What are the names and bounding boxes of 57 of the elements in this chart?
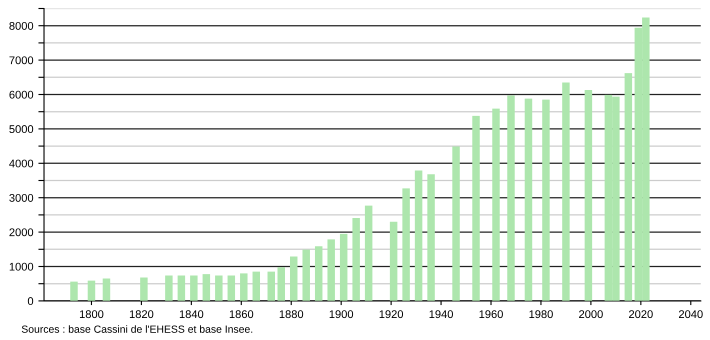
bar <box>252 272 260 301</box>
y-tick-label: 0 <box>28 297 34 306</box>
bar <box>624 73 632 301</box>
bar <box>327 239 335 301</box>
bar <box>102 278 110 301</box>
bar <box>70 282 78 301</box>
bar <box>492 108 500 301</box>
x-tick-label: 1820 <box>130 310 154 318</box>
bar <box>88 280 96 301</box>
bar <box>524 98 532 301</box>
x-tick-label: 1920 <box>380 310 404 318</box>
bar <box>414 170 422 301</box>
source-note: Sources : base Cassini de l'EHESS et base Insee. <box>22 325 252 333</box>
bar <box>390 222 398 301</box>
bar <box>302 250 310 301</box>
x-tick-label: 2020 <box>629 310 653 318</box>
bar <box>165 275 173 301</box>
y-tick-label: 2000 <box>9 228 34 236</box>
y-tick-label: 3000 <box>9 194 34 202</box>
bar <box>240 273 248 301</box>
bar <box>584 90 592 301</box>
x-tick-label: 1880 <box>280 310 304 318</box>
bar <box>562 82 570 301</box>
x-tick-label: 1960 <box>480 310 503 318</box>
bar <box>268 272 276 301</box>
x-tick-label: 2040 <box>678 310 703 318</box>
x-tick-label: 1980 <box>529 310 553 318</box>
y-tick-label: 6000 <box>9 90 34 99</box>
bar <box>352 218 360 301</box>
x-tick-label: 1900 <box>330 310 354 318</box>
x-tick-label: 1940 <box>430 310 453 318</box>
y-tick-label: 8000 <box>9 22 34 30</box>
x-tick-label: 1800 <box>80 310 104 318</box>
y-tick-label: 4000 <box>9 160 34 168</box>
bar <box>290 256 298 301</box>
bar <box>472 116 480 301</box>
y-tick-label: 1000 <box>10 262 34 271</box>
y-tick-label: 7000 <box>9 56 34 64</box>
bar <box>228 275 236 301</box>
bar <box>452 146 460 301</box>
bar <box>427 174 435 301</box>
bar <box>364 206 372 301</box>
bar <box>178 275 186 301</box>
y-tick-label: 5000 <box>9 125 34 134</box>
x-tick-label: 1840 <box>180 310 204 318</box>
bar <box>140 278 148 301</box>
bar <box>215 275 223 301</box>
bar <box>542 100 550 301</box>
bar <box>314 246 322 301</box>
bar <box>190 275 198 301</box>
bar <box>202 274 210 301</box>
bar <box>278 267 285 301</box>
x-tick-label: 1860 <box>230 310 254 318</box>
bar <box>507 96 515 301</box>
bar <box>340 234 348 301</box>
x-tick-label: 2000 <box>579 310 603 318</box>
bar <box>402 188 410 301</box>
